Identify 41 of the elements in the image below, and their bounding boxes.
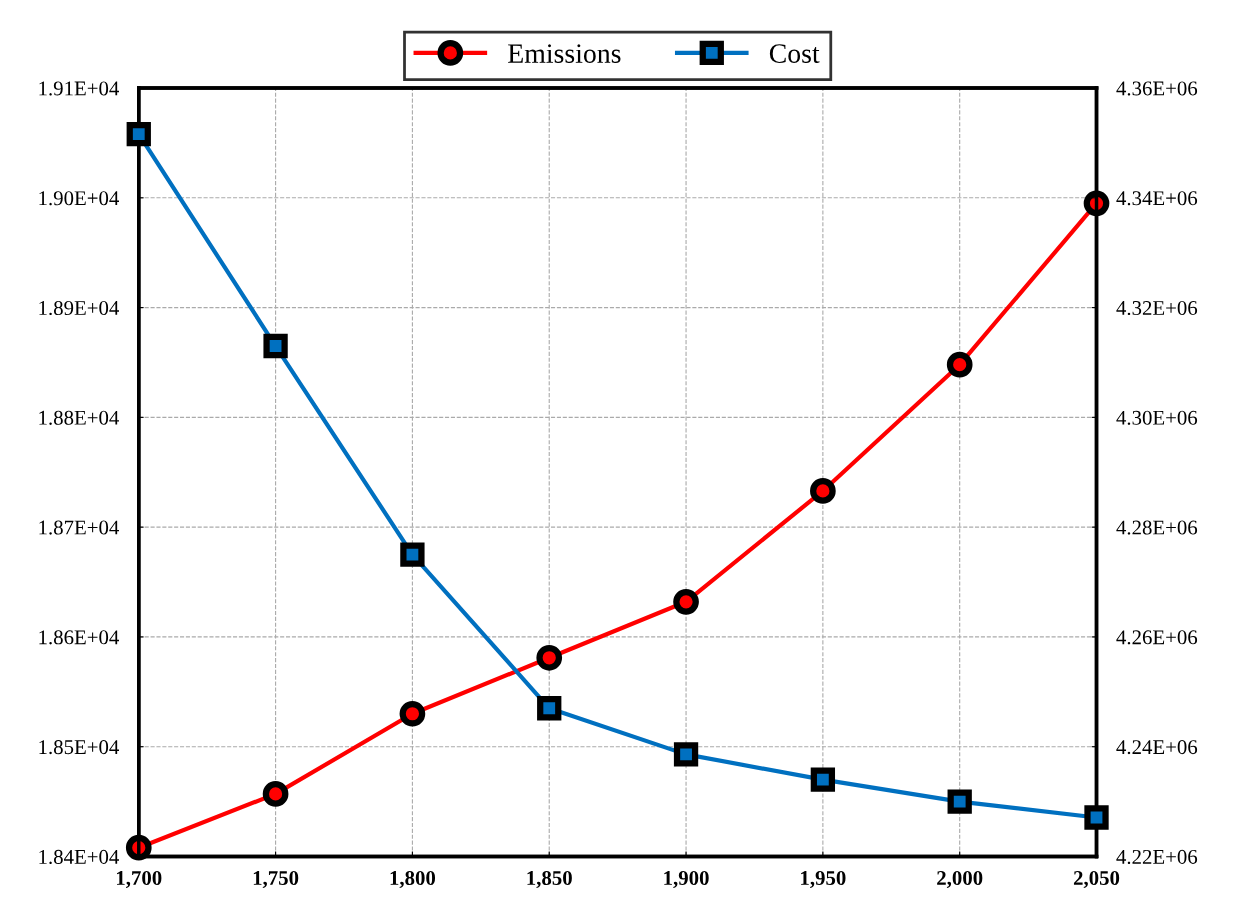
x-tick-label: 2,000	[937, 870, 983, 889]
point	[1083, 190, 1110, 217]
point	[126, 121, 151, 147]
legend-label: Emissions	[508, 44, 621, 63]
point	[673, 742, 699, 767]
y-tick-label: 1.85E+04	[39, 740, 119, 755]
y-tick-label: 1.88E+04	[39, 410, 119, 425]
point	[263, 333, 288, 359]
point	[1084, 805, 1109, 830]
point	[400, 542, 425, 567]
y-tick-label: 1.89E+04	[39, 300, 119, 316]
y2-tick-label: 4.30E+06	[1116, 410, 1198, 425]
x-tick-label: 1,950	[801, 870, 846, 889]
x-tick-label: 1,800	[390, 870, 436, 889]
point	[262, 781, 289, 807]
point	[947, 789, 972, 814]
x-tick-label: 1,700	[117, 870, 162, 889]
point	[946, 351, 973, 378]
x-tick-label: 2,050	[1073, 870, 1120, 889]
y2-tick-label: 4.34E+06	[1116, 191, 1198, 206]
y2-tick-label: 4.24E+06	[1116, 740, 1198, 755]
y2-tick-label: 4.22E+06	[1116, 849, 1198, 864]
point	[673, 588, 699, 615]
x-tick-label: 1,900	[664, 870, 709, 889]
y-tick-label: 1.84E+04	[39, 849, 119, 864]
point	[810, 478, 836, 504]
point	[536, 644, 563, 671]
x-tick-label: 1,750	[253, 870, 299, 889]
y-tick-label: 1.90E+04	[39, 191, 119, 206]
x-tick-label: 1,850	[527, 870, 572, 889]
legend-label: Cost	[769, 44, 820, 63]
y2-tick-label: 4.32E+06	[1116, 300, 1198, 316]
point	[399, 700, 426, 727]
y-tick-label: 1.86E+04	[39, 630, 119, 645]
y2-tick-label: 4.28E+06	[1116, 520, 1198, 535]
y2-tick-label: 4.36E+06	[1116, 81, 1198, 96]
y-tick-label: 1.87E+04	[39, 520, 119, 535]
y-tick-label: 1.91E+04	[39, 81, 119, 96]
point	[810, 767, 836, 792]
y2-tick-label: 4.26E+06	[1116, 630, 1198, 645]
point	[537, 696, 562, 721]
